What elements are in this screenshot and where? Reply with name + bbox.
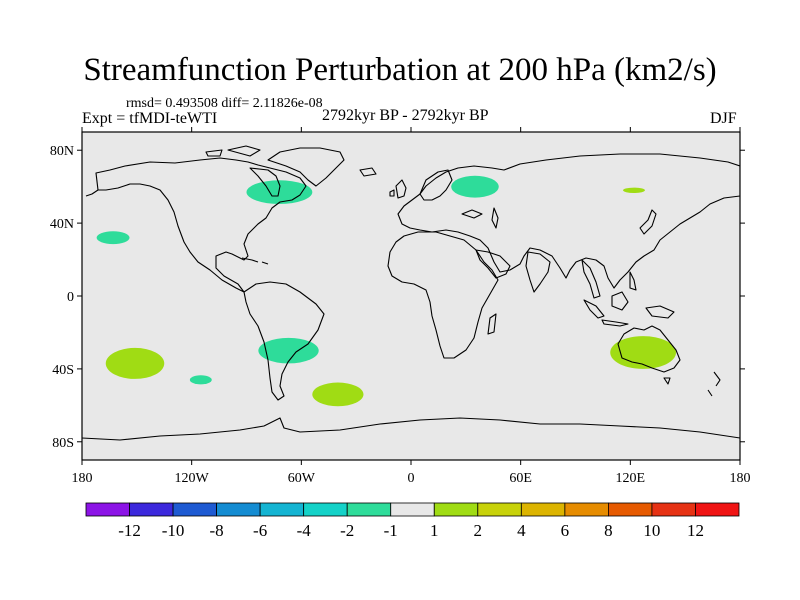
colorbar-label: 10 — [643, 521, 660, 540]
season-label: DJF — [710, 110, 737, 127]
colorbar-box — [695, 502, 740, 517]
x-tick-label: 180 — [72, 471, 93, 486]
colorbar-box — [608, 502, 653, 517]
coast-iceland — [359, 167, 377, 177]
colorbar-box — [651, 502, 696, 517]
y-tick-label: 0 — [67, 290, 74, 305]
x-tick-label: 120E — [616, 471, 646, 486]
anomaly-positive-6 — [312, 382, 364, 407]
coast-india — [525, 251, 551, 293]
colorbar-box — [85, 502, 130, 517]
coast-africa — [387, 231, 499, 359]
coast-indochina — [581, 259, 601, 299]
coast-scandinavia — [419, 169, 453, 201]
anomaly-negative-3 — [258, 337, 319, 364]
colorbar-box — [129, 502, 174, 517]
y-tick-label: 40N — [50, 217, 74, 232]
colorbar-box — [303, 502, 348, 517]
colorbar-label: 6 — [561, 521, 570, 540]
coast-tasmania — [663, 377, 671, 385]
coast-borneo — [611, 291, 629, 311]
plot-title: Streamfunction Perturbation at 200 hPa (… — [83, 52, 717, 88]
x-tick-label: 60E — [509, 471, 532, 486]
coast-arabia — [475, 249, 511, 279]
colorbar-label: -4 — [297, 521, 312, 540]
colorbar-label: -12 — [118, 521, 141, 540]
colorbar-label: -1 — [384, 521, 398, 540]
coast-arctic-islands — [205, 145, 261, 157]
coast-caspian — [491, 207, 499, 229]
anomaly-positive-8 — [623, 187, 645, 194]
coast-japan — [639, 209, 657, 235]
coast-caribbean — [241, 257, 269, 265]
time-range-label: 2792kyr BP - 2792kyr BP — [322, 107, 489, 124]
coast-antarctica — [82, 417, 740, 441]
y-tick-label: 80N — [50, 144, 74, 159]
coast-black-sea — [461, 209, 483, 219]
coast-new-guinea — [645, 305, 675, 319]
coast-greenland — [267, 147, 345, 187]
colorbar-label: 4 — [517, 521, 526, 540]
y-axis-ticks: 80N 40N 0 40S 80S — [50, 144, 745, 451]
colorbar-label: 2 — [474, 521, 483, 540]
colorbar-box — [259, 502, 305, 517]
colorbar-label: 12 — [687, 521, 704, 540]
y-tick-label: 80S — [52, 436, 74, 451]
colorbar-box — [216, 502, 261, 517]
coast-java — [601, 319, 629, 327]
colorbar-label: -2 — [340, 521, 354, 540]
coast-eurasia — [397, 153, 740, 289]
coast-madagascar — [487, 313, 497, 335]
colorbar: -12 -10 -8 -6 -4 -2 -1 1 2 4 6 8 10 12 — [85, 502, 740, 540]
colorbar-box — [477, 502, 522, 517]
coast-britain — [389, 179, 407, 199]
colorbar-box — [346, 502, 392, 517]
x-tick-label: 180 — [730, 471, 751, 486]
y-tick-label: 40S — [52, 363, 74, 378]
coast-australia — [617, 325, 681, 373]
colorbar-label: -10 — [162, 521, 185, 540]
x-tick-label: 60W — [288, 471, 316, 486]
colorbar-box — [172, 502, 217, 517]
anomaly-positive-7 — [610, 336, 677, 369]
experiment-label: Expt = tfMDI-teWTI — [82, 110, 218, 127]
coast-sumatra — [583, 299, 605, 319]
coastlines — [82, 145, 740, 441]
map-background — [82, 132, 740, 460]
colorbar-box — [390, 502, 435, 517]
coast-north-america — [95, 157, 307, 293]
coast-alaska — [85, 189, 99, 197]
x-tick-label: 120W — [175, 471, 210, 486]
anomaly-negative-2 — [96, 231, 130, 245]
stats-text: rmsd= 0.493508 diff= 2.11826e-08 — [126, 96, 323, 111]
coast-new-zealand — [707, 371, 721, 397]
coast-south-america — [243, 281, 325, 401]
anomaly-negative-1 — [451, 175, 499, 198]
coast-philippines — [629, 271, 637, 291]
colorbar-box — [433, 502, 479, 517]
x-axis-ticks: 180 120W 60W 0 60E 120E 180 — [72, 127, 751, 486]
anomaly-positive-5 — [105, 347, 165, 379]
colorbar-box — [564, 502, 609, 517]
colorbar-label: -8 — [210, 521, 224, 540]
colorbar-label: 8 — [604, 521, 613, 540]
x-tick-label: 0 — [408, 471, 415, 486]
anomaly-negative-4 — [189, 375, 212, 385]
colorbar-label: 1 — [430, 521, 439, 540]
colorbar-label: -6 — [253, 521, 267, 540]
coast-hudson-bay — [249, 167, 281, 197]
colorbar-box — [520, 502, 566, 517]
